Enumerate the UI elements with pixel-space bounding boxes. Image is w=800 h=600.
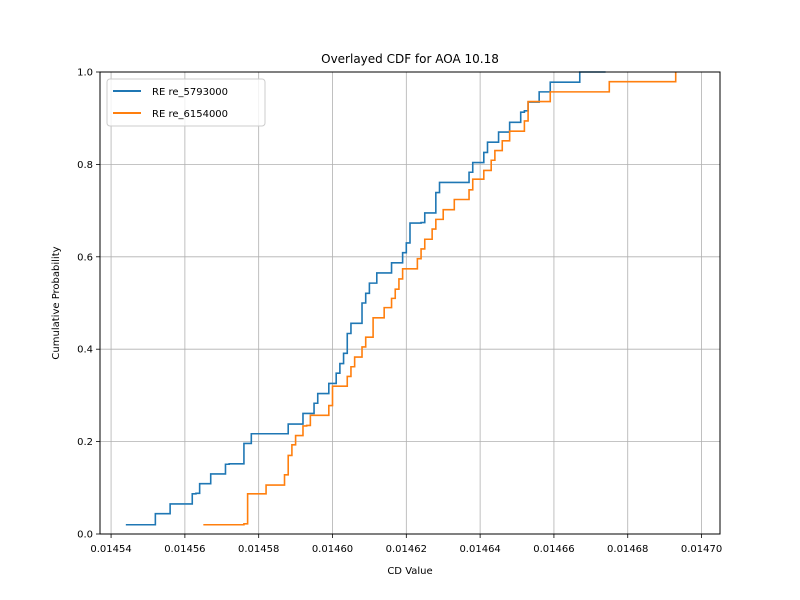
- series-layer: [125, 71, 677, 526]
- legend-label-series-1: RE re_5793000: [152, 87, 228, 98]
- x-tick-label: 0.01462: [386, 544, 427, 555]
- cdf-line-series-2: [203, 72, 677, 526]
- x-axis-label: CD Value: [387, 566, 432, 577]
- x-tick-label: 0.01456: [164, 544, 205, 555]
- x-tick-label: 0.01464: [459, 544, 500, 555]
- y-tick-label: 0.0: [77, 530, 93, 541]
- x-tick-label: 0.01458: [238, 544, 279, 555]
- legend-label-series-2: RE re_6154000: [152, 109, 228, 120]
- y-tick-label: 1.0: [77, 68, 93, 79]
- x-tick-label: 0.01460: [312, 544, 353, 555]
- y-tick-label: 0.2: [77, 437, 93, 448]
- x-tick-label: 0.01470: [681, 544, 722, 555]
- chart-title: Overlayed CDF for AOA 10.18: [321, 52, 499, 66]
- legend-box: [106, 78, 266, 127]
- legend: RE re_5793000 RE re_6154000: [106, 78, 266, 127]
- x-tick-label: 0.01454: [90, 544, 131, 555]
- x-tick-label: 0.01468: [607, 544, 648, 555]
- cdf-line-series-1: [125, 71, 606, 526]
- y-axis: 0.0 0.2 0.4 0.6 0.8 1.0: [77, 68, 100, 541]
- x-axis: 0.01454 0.01456 0.01458 0.01460 0.01462 0.014…: [90, 534, 722, 555]
- y-tick-label: 0.8: [77, 160, 93, 171]
- y-axis-label: Cumulative Probability: [51, 246, 62, 359]
- y-tick-label: 0.6: [77, 252, 93, 263]
- plot-frame: [99, 71, 721, 535]
- y-tick-label: 0.4: [77, 345, 93, 356]
- x-tick-label: 0.01466: [533, 544, 574, 555]
